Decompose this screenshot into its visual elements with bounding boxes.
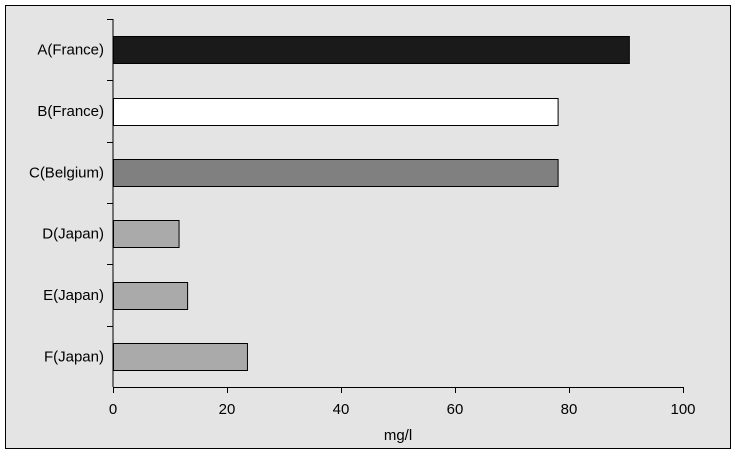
bar bbox=[113, 282, 189, 310]
x-tick-label: 0 bbox=[109, 401, 117, 418]
category-label: A(France) bbox=[37, 42, 104, 59]
x-tick-label: 80 bbox=[561, 401, 578, 418]
bar bbox=[113, 343, 248, 371]
x-axis-label: mg/l bbox=[384, 427, 412, 444]
x-tick-label: 100 bbox=[670, 401, 695, 418]
x-tick-label: 20 bbox=[219, 401, 236, 418]
category-label: F(Japan) bbox=[44, 348, 104, 365]
x-tick-label: 60 bbox=[447, 401, 464, 418]
x-tick-label: 40 bbox=[333, 401, 350, 418]
bar bbox=[113, 98, 559, 126]
category-label: B(France) bbox=[37, 103, 104, 120]
category-label: C(Belgium) bbox=[29, 164, 104, 181]
category-label: D(Japan) bbox=[42, 226, 104, 243]
bar bbox=[113, 220, 180, 248]
category-label: E(Japan) bbox=[43, 287, 104, 304]
bar bbox=[113, 36, 630, 64]
bar bbox=[113, 159, 559, 187]
